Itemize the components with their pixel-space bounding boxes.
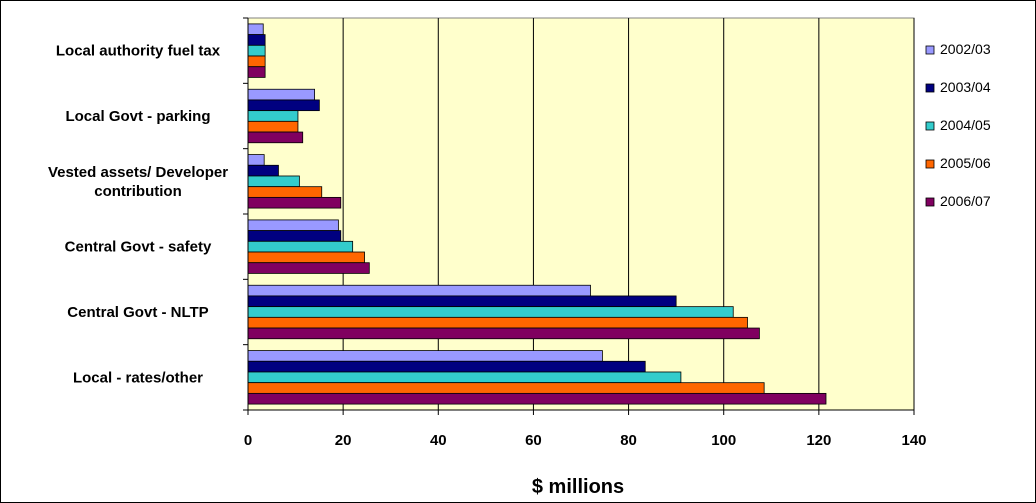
bar bbox=[247, 131, 304, 144]
x-tick-label: 140 bbox=[901, 432, 926, 449]
legend-swatch bbox=[925, 121, 935, 131]
bar bbox=[247, 44, 266, 57]
x-tick-label: 40 bbox=[430, 432, 447, 449]
legend-label: 2005/06 bbox=[940, 155, 991, 171]
x-tick-label: 0 bbox=[244, 432, 252, 449]
bar bbox=[247, 88, 315, 101]
bar bbox=[247, 196, 342, 209]
bar bbox=[247, 219, 339, 232]
bar bbox=[247, 164, 279, 177]
legend-swatch bbox=[925, 83, 935, 93]
bars bbox=[247, 23, 827, 405]
bar bbox=[247, 382, 765, 394]
bar bbox=[247, 230, 342, 242]
gridlines bbox=[342, 18, 915, 410]
bar bbox=[247, 110, 299, 122]
x-tick-label: 60 bbox=[525, 432, 542, 449]
bar bbox=[247, 186, 323, 198]
bar bbox=[247, 316, 748, 329]
bar bbox=[247, 295, 677, 308]
x-tick-label: 120 bbox=[806, 432, 831, 449]
legend-label: 2003/04 bbox=[940, 79, 991, 95]
plot-area bbox=[247, 17, 915, 411]
bar bbox=[247, 99, 320, 112]
bar bbox=[247, 120, 299, 133]
bar bbox=[247, 306, 734, 318]
x-axis-title: $ millions bbox=[532, 476, 624, 498]
category-label: Central Govt - safety bbox=[65, 239, 212, 256]
legend-swatch bbox=[925, 45, 935, 55]
category-label: Local authority fuel tax bbox=[56, 43, 221, 60]
category-label: Central Govt - NLTP bbox=[67, 304, 208, 321]
x-tick-label: 20 bbox=[335, 432, 352, 449]
x-tick-label: 100 bbox=[711, 432, 736, 449]
bar bbox=[247, 240, 354, 253]
bar bbox=[247, 284, 591, 297]
bar bbox=[247, 154, 265, 166]
category-label: Vested assets/ Developer bbox=[48, 164, 228, 181]
bar bbox=[247, 34, 266, 46]
x-tick-label: 80 bbox=[620, 432, 637, 449]
legend-label: 2002/03 bbox=[940, 41, 991, 57]
bar bbox=[247, 360, 646, 373]
bar bbox=[247, 392, 827, 405]
legend: 2002/03 2003/04 2004/05 2005/06 2006/07 bbox=[925, 41, 991, 209]
legend-swatch bbox=[925, 159, 935, 169]
bar bbox=[247, 55, 266, 68]
bar bbox=[247, 23, 264, 36]
bar bbox=[247, 175, 300, 188]
bar bbox=[247, 350, 603, 362]
category-label: Local Govt - parking bbox=[65, 108, 210, 125]
legend-label: 2004/05 bbox=[940, 117, 991, 133]
bar bbox=[247, 327, 760, 340]
bar bbox=[247, 262, 370, 274]
legend-label: 2006/07 bbox=[940, 193, 991, 209]
category-labels: Local authority fuel tax Local Govt - par… bbox=[48, 43, 228, 387]
bar bbox=[247, 371, 682, 384]
axes bbox=[243, 17, 915, 415]
bar bbox=[247, 66, 266, 78]
bar bbox=[247, 251, 365, 264]
category-label: contribution bbox=[94, 183, 181, 200]
tick-labels: 0 20 40 60 80 100 120 140 bbox=[244, 432, 927, 449]
legend-swatch bbox=[925, 197, 935, 207]
category-label: Local - rates/other bbox=[73, 369, 203, 386]
